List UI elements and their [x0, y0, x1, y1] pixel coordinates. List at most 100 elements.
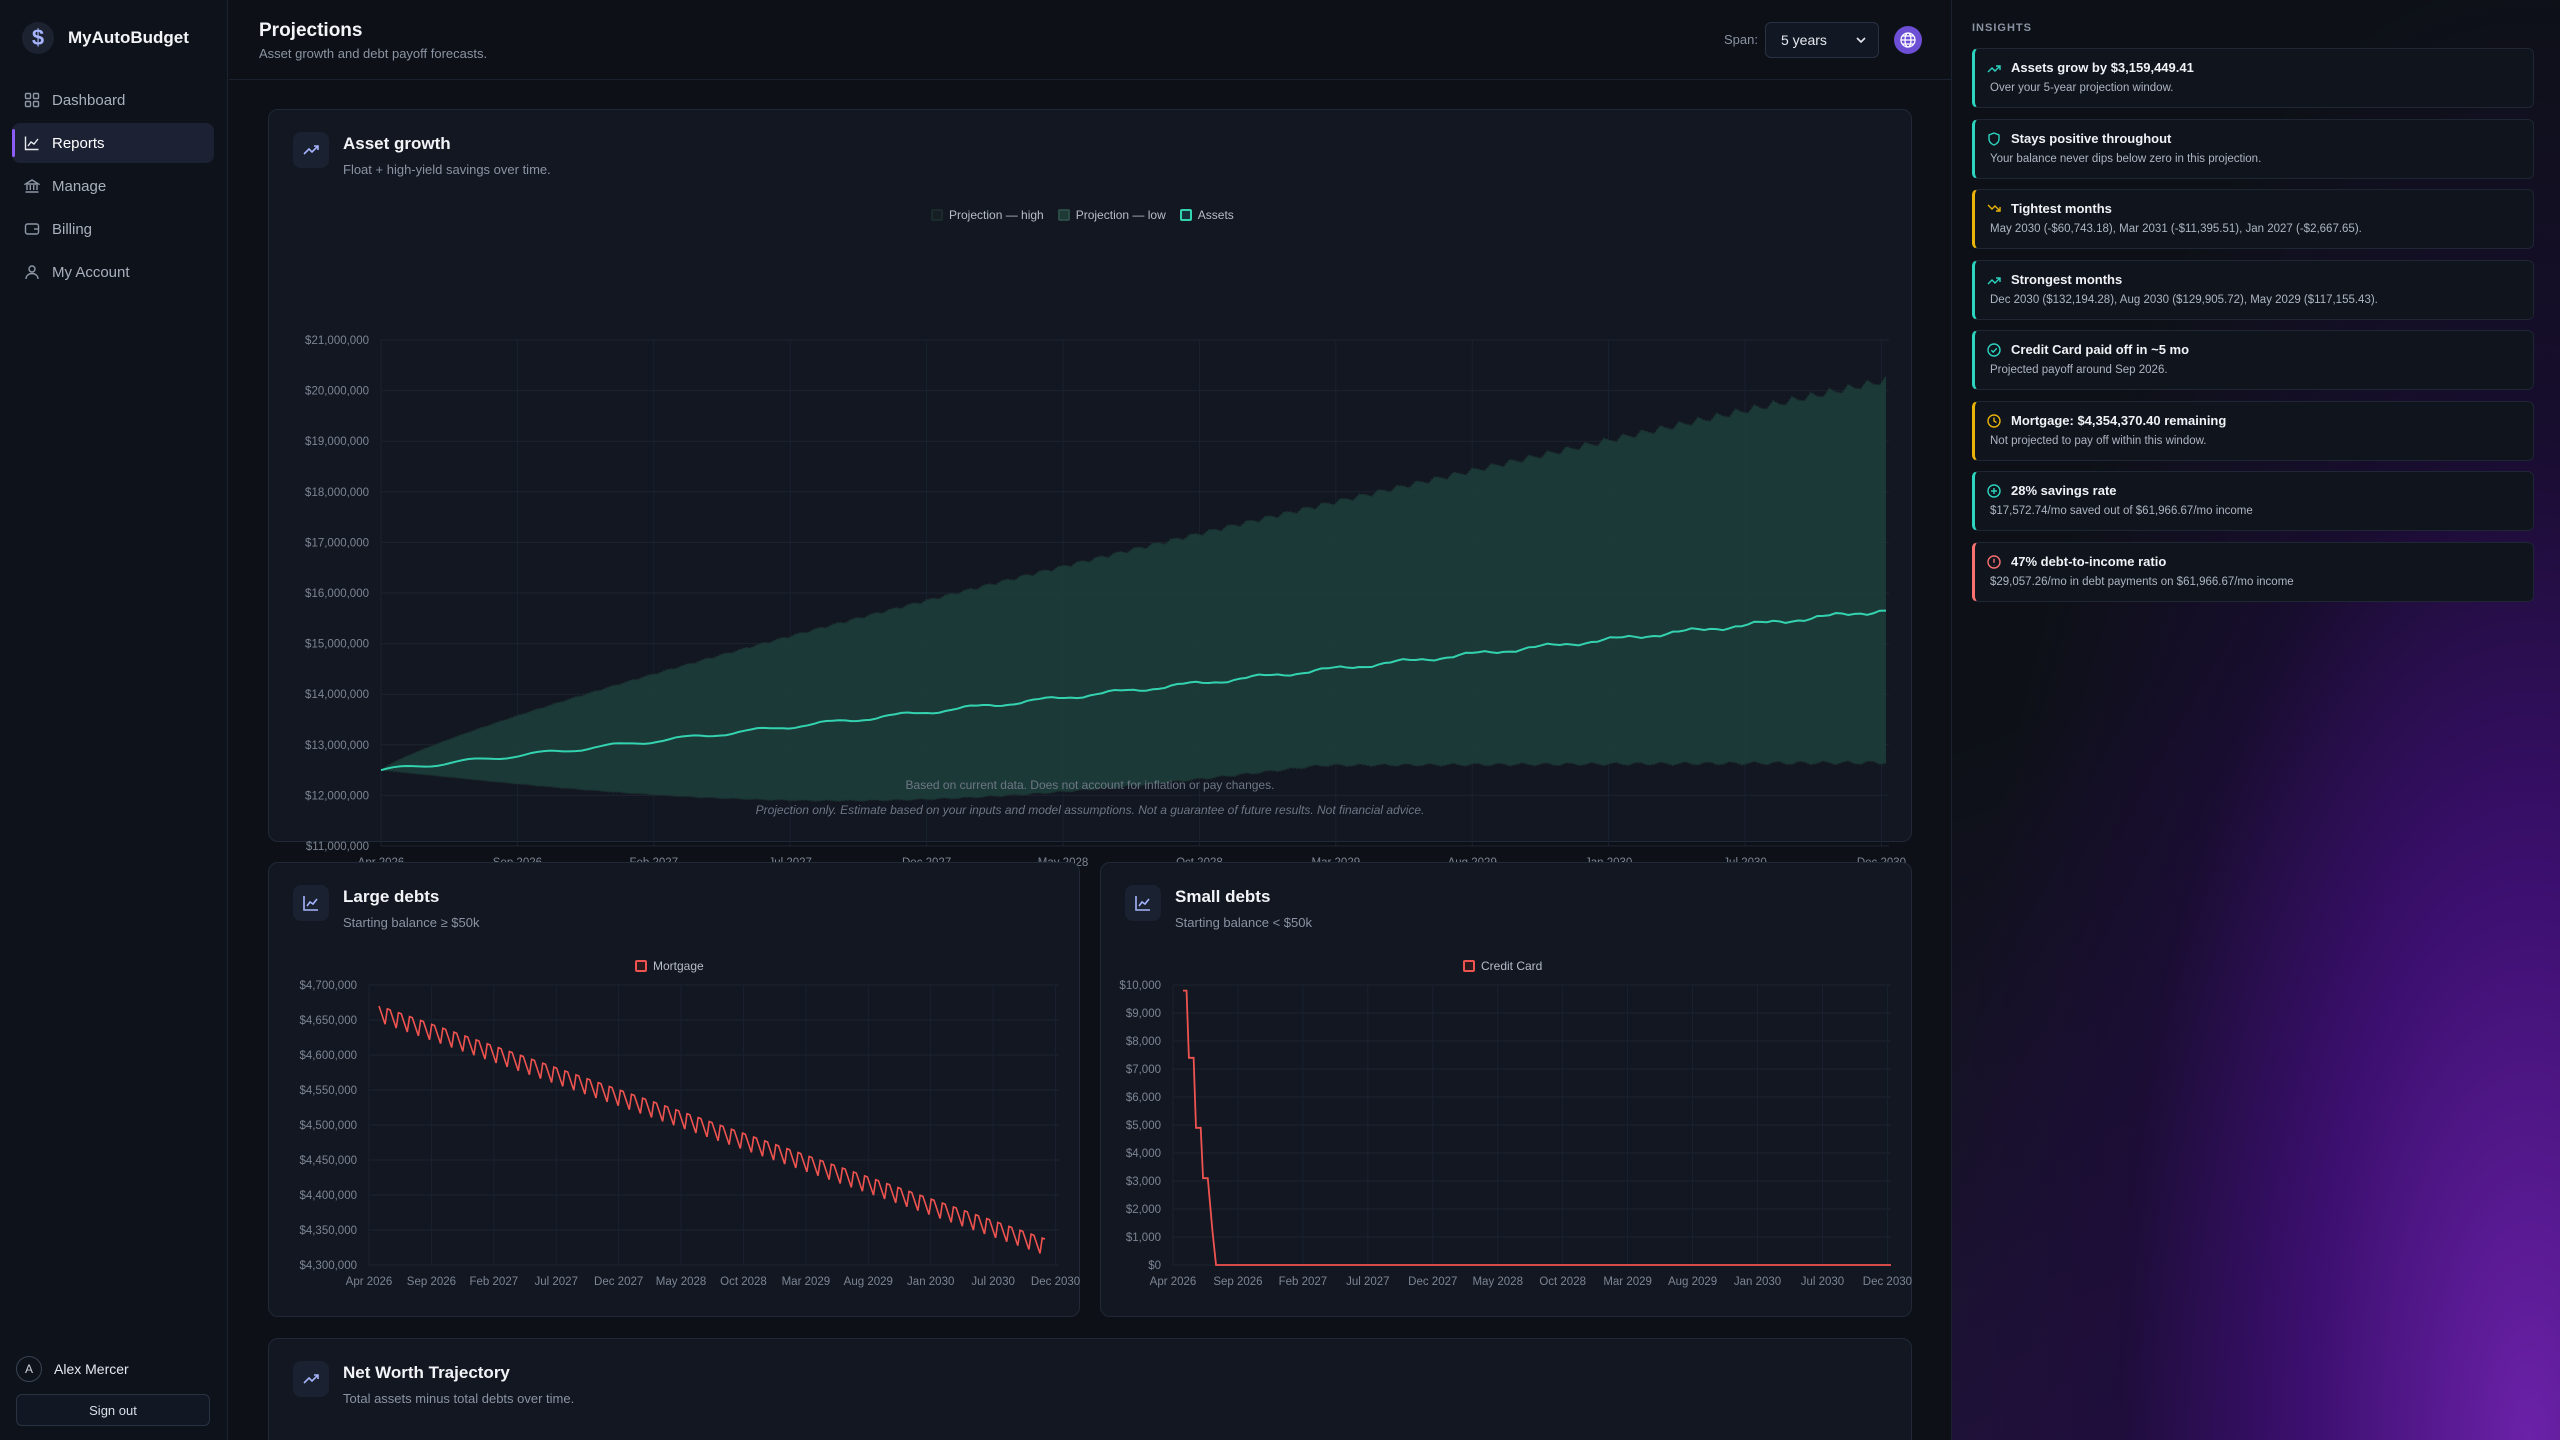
asset-growth-chart: $11,000,000 $12,000,000 $13,000,000 $14,000… [305, 335, 1906, 869]
x-tick-label: Sep 2026 [1213, 1276, 1262, 1288]
x-tick-label: Aug 2029 [1668, 1276, 1717, 1288]
legend-swatch [1179, 209, 1192, 221]
y-tick-label: $16,000,000 [305, 588, 369, 600]
y-tick-label: $2,000 [1126, 1204, 1161, 1216]
y-tick-label: $9,000 [1126, 1008, 1161, 1020]
chevron-down-icon [1856, 37, 1866, 44]
legend-item[interactable]: Projection — high [931, 208, 1044, 222]
insight-description: Not projected to pay off within this win… [1990, 434, 2207, 447]
page-subtitle: Asset growth and debt payoff forecasts. [259, 46, 488, 61]
insight-card: 28% savings rate $17,572.74/mo saved out… [1972, 471, 2534, 531]
insight-title: 47% debt-to-income ratio [2011, 553, 2167, 569]
trend-up-icon [1987, 276, 2001, 284]
legend-swatch [1463, 960, 1475, 972]
clock-icon [1987, 413, 2001, 428]
sidebar-item-manage[interactable]: Manage [12, 166, 214, 206]
sidebar-nav: Dashboard Reports Manage Billing My Acco… [12, 80, 214, 295]
card-title: Small debts [1175, 887, 1271, 906]
globe-icon [1900, 32, 1916, 48]
insight-card: Strongest months Dec 2030 ($132,194.28),… [1972, 259, 2534, 320]
x-tick-label: Jul 2030 [971, 1276, 1014, 1288]
sidebar-item-label: Manage [52, 177, 107, 195]
brand[interactable]: $ MyAutoBudget [22, 22, 189, 54]
x-tick-label: Mar 2029 [1603, 1276, 1652, 1288]
insight-card: Assets grow by $3,159,449.41 Over your 5… [1972, 48, 2534, 108]
sidebar-item-label: Dashboard [52, 91, 126, 109]
legend-label: Projection — low [1075, 208, 1166, 222]
legend-item[interactable]: Credit Card [1463, 959, 1542, 973]
insight-card: Tightest months May 2030 (-$60,743.18), … [1972, 189, 2534, 249]
y-tick-label: $4,000 [1126, 1148, 1161, 1160]
user-profile[interactable]: A Alex Mercer [16, 1356, 129, 1382]
y-tick-label: $6,000 [1126, 1092, 1161, 1104]
grid-icon [24, 92, 40, 108]
shield-icon [1988, 131, 2000, 146]
sidebar-item-my-account[interactable]: My Account [12, 252, 214, 292]
insight-card: Credit Card paid off in ~5 mo Projected … [1972, 330, 2534, 390]
y-tick-label: $4,650,000 [299, 1015, 357, 1027]
y-tick-label: $4,700,000 [299, 980, 357, 992]
card-title: Large debts [343, 887, 440, 906]
y-tick-label: $1,000 [1126, 1232, 1161, 1244]
app-name: MyAutoBudget [68, 28, 189, 47]
user-name: Alex Mercer [54, 1361, 129, 1377]
insight-card: Mortgage: $4,354,370.40 remaining Not pr… [1972, 400, 2534, 461]
span-value: 5 years [1781, 32, 1827, 48]
chart-disclaimer: Projection only. Estimate based on your … [755, 803, 1425, 817]
sidebar-item-reports[interactable]: Reports [12, 123, 214, 163]
trend-up-icon [1987, 65, 2001, 73]
y-tick-label: $17,000,000 [305, 537, 369, 549]
insight-title: Assets grow by $3,159,449.41 [2011, 60, 2194, 75]
x-tick-label: Dec 2030 [1863, 1276, 1912, 1288]
y-tick-label: $18,000,000 [305, 487, 369, 499]
sidebar-item-dashboard[interactable]: Dashboard [12, 80, 214, 120]
insight-description: Over your 5-year projection window. [1990, 82, 2174, 94]
projection-low-line [380, 760, 1887, 803]
user-icon [25, 265, 39, 280]
y-tick-label: $4,600,000 [299, 1050, 357, 1062]
credit-card-line [1183, 989, 1891, 1266]
y-tick-label: $0 [1148, 1260, 1161, 1272]
page-header: Projections Asset growth and debt payoff… [229, 0, 1951, 80]
y-tick-label: $4,400,000 [299, 1190, 357, 1202]
large-debts-chart: $4,300,000 $4,350,000 $4,400,000 $4,450,000… [299, 980, 1080, 1288]
sign-out-button[interactable]: Sign out [16, 1394, 210, 1426]
y-tick-label: $5,000 [1126, 1120, 1161, 1132]
y-tick-label: $7,000 [1126, 1064, 1161, 1076]
insight-title: Tightest months [2011, 201, 2112, 216]
small-debts-card: Small debts Starting balance < $50k Cred… [1100, 862, 1912, 1317]
insight-description: May 2030 (-$60,743.18), Mar 2031 (-$11,3… [1990, 223, 2362, 235]
insights-heading: INSIGHTS [1972, 22, 2032, 34]
legend-item[interactable]: Assets [1179, 208, 1234, 222]
large-debts-card: Large debts Starting balance ≥ $50k Mort… [268, 862, 1080, 1317]
card-subtitle: Float + high-yield savings over time. [343, 162, 551, 177]
plus-circle-icon [1987, 484, 2001, 498]
chart-line-icon [293, 885, 329, 921]
insights-panel: INSIGHTS Assets grow by $3,159,449.41 Ov… [1951, 0, 2560, 1440]
chart-line-icon [1125, 885, 1161, 921]
legend-swatch [931, 209, 943, 221]
x-tick-label: Jan 2030 [907, 1276, 954, 1288]
assets-line [380, 609, 1887, 772]
y-tick-label: $11,000,000 [306, 841, 369, 853]
span-select[interactable]: 5 years [1765, 22, 1879, 58]
sidebar-item-billing[interactable]: Billing [12, 209, 214, 249]
globe-button[interactable] [1894, 26, 1922, 54]
y-tick-label: $15,000,000 [305, 639, 369, 651]
y-tick-label: $19,000,000 [305, 436, 369, 448]
mortgage-line [378, 1005, 1046, 1254]
alert-circle-icon [1987, 554, 2001, 569]
asset-growth-card: Asset growth Float + high-yield savings … [268, 109, 1912, 869]
x-tick-label: Dec 2027 [594, 1276, 643, 1288]
bank-icon [24, 179, 40, 193]
sidebar-item-label: Reports [52, 134, 105, 152]
legend-item[interactable]: Mortgage [635, 959, 704, 973]
x-tick-label: Jan 2030 [1734, 1276, 1781, 1288]
dollar-logo-icon: $ [22, 22, 54, 54]
wallet-icon [24, 223, 40, 235]
card-title: Net Worth Trajectory [343, 1363, 510, 1382]
insight-description: Your balance never dips below zero in th… [1990, 152, 2262, 165]
card-subtitle: Starting balance ≥ $50k [343, 915, 480, 930]
projection-high-line [380, 375, 1887, 771]
legend-item[interactable]: Projection — low [1057, 208, 1166, 222]
